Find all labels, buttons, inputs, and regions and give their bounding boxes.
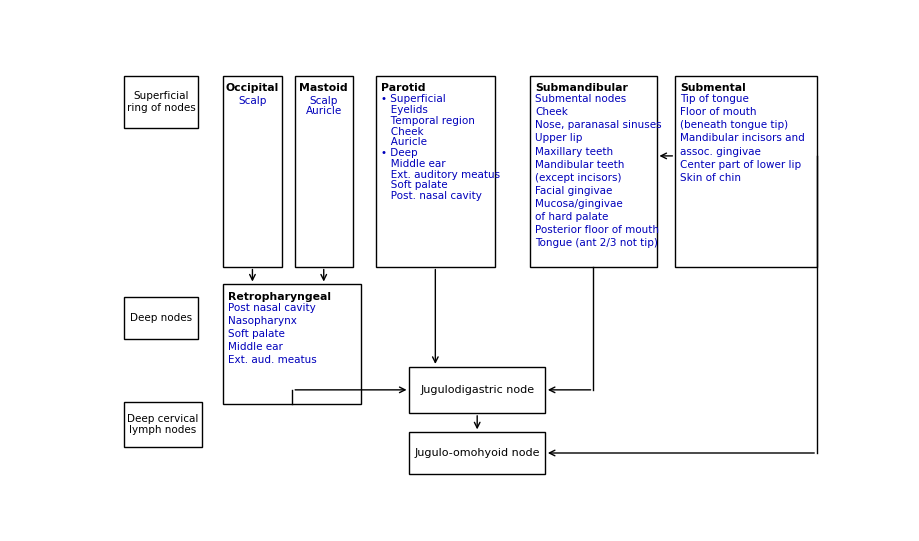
Text: (beneath tongue tip): (beneath tongue tip) [680, 120, 788, 130]
Bar [124, 402, 201, 447]
Text: Ext. auditory meatus: Ext. auditory meatus [380, 170, 500, 180]
Text: Upper lip: Upper lip [535, 134, 583, 143]
Text: Scalp: Scalp [238, 96, 267, 105]
Bar [124, 76, 198, 128]
Text: Facial gingivae: Facial gingivae [535, 186, 612, 196]
Text: Tongue (ant 2/3 not tip): Tongue (ant 2/3 not tip) [535, 238, 658, 248]
Text: Submental: Submental [680, 83, 745, 94]
Text: Mastoid: Mastoid [300, 83, 348, 94]
Text: Tip of tongue: Tip of tongue [680, 94, 749, 104]
Text: Skin of chin: Skin of chin [680, 173, 741, 183]
Bar [223, 285, 361, 404]
Text: (except incisors): (except incisors) [535, 173, 621, 183]
Text: Soft palate: Soft palate [228, 329, 285, 339]
Bar [409, 367, 545, 413]
Text: • Deep: • Deep [380, 148, 417, 158]
Text: Nose, paranasal sinuses: Nose, paranasal sinuses [535, 120, 662, 130]
Text: Center part of lower lip: Center part of lower lip [680, 160, 801, 170]
Text: Retropharyngeal: Retropharyngeal [228, 292, 331, 302]
Text: Jugulodigastric node: Jugulodigastric node [420, 385, 534, 395]
Text: Mandibular incisors and: Mandibular incisors and [680, 134, 805, 143]
Bar [409, 432, 545, 474]
Text: of hard palate: of hard palate [535, 212, 608, 222]
Text: Soft palate: Soft palate [380, 180, 448, 190]
Text: Submental nodes: Submental nodes [535, 94, 626, 104]
Text: Superficial
ring of nodes: Superficial ring of nodes [127, 91, 196, 113]
Text: Submandibular: Submandibular [535, 83, 628, 94]
Text: Cheek: Cheek [380, 127, 424, 136]
Text: Middle ear: Middle ear [228, 342, 283, 352]
Text: Auricle: Auricle [306, 107, 342, 116]
Text: Temporal region: Temporal region [380, 116, 474, 126]
Text: Nasopharynx: Nasopharynx [228, 316, 297, 326]
Text: Cheek: Cheek [535, 107, 568, 117]
Text: Post. nasal cavity: Post. nasal cavity [380, 191, 482, 201]
Text: Maxillary teeth: Maxillary teeth [535, 147, 613, 156]
Bar [530, 76, 656, 267]
Text: assoc. gingivae: assoc. gingivae [680, 147, 761, 156]
Text: Scalp: Scalp [310, 96, 338, 105]
Text: Deep cervical
lymph nodes: Deep cervical lymph nodes [127, 414, 199, 436]
Text: Floor of mouth: Floor of mouth [680, 107, 756, 117]
Text: Middle ear: Middle ear [380, 159, 446, 169]
Text: Mandibular teeth: Mandibular teeth [535, 160, 624, 170]
Bar [376, 76, 494, 267]
Bar [675, 76, 817, 267]
Text: Posterior floor of mouth: Posterior floor of mouth [535, 225, 659, 235]
Bar [295, 76, 353, 267]
Text: Parotid: Parotid [380, 83, 425, 94]
Text: Occipital: Occipital [226, 83, 279, 94]
Text: Eyelids: Eyelids [380, 105, 427, 115]
Text: Post nasal cavity: Post nasal cavity [228, 303, 316, 313]
Text: Mucosa/gingivae: Mucosa/gingivae [535, 199, 623, 209]
Bar [223, 76, 281, 267]
Text: Deep nodes: Deep nodes [130, 313, 192, 324]
Text: Jugulo-omohyoid node: Jugulo-omohyoid node [414, 448, 540, 458]
Text: • Superficial: • Superficial [380, 94, 446, 104]
Text: Ext. aud. meatus: Ext. aud. meatus [228, 355, 317, 365]
Text: Auricle: Auricle [380, 137, 426, 147]
Bar [124, 298, 198, 339]
